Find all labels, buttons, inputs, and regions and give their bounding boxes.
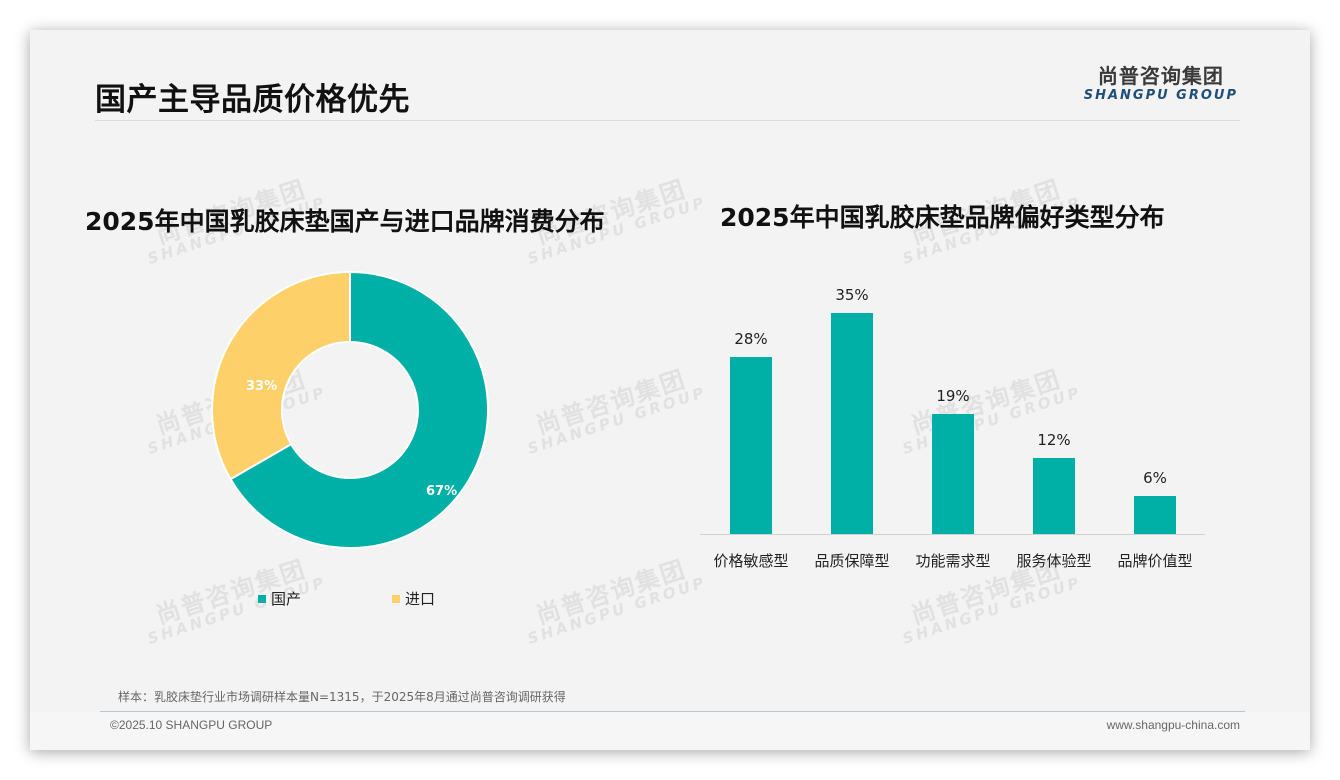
legend-label-import: 进口 xyxy=(405,590,436,608)
sample-note: 样本：乳胶床垫行业市场调研样本量N=1315，于2025年8月通过尚普咨询调研获… xyxy=(118,690,566,704)
bar-chart: 28% 价格敏感型 35% 品质保障型 19% 功能需求型 12% 服务体验型 … xyxy=(700,285,1210,585)
bar-value: 6% xyxy=(1143,469,1167,487)
bar-brand-value xyxy=(1134,496,1176,534)
x-axis-line xyxy=(700,534,1205,535)
donut-svg xyxy=(211,270,489,549)
donut-slice-import xyxy=(211,270,351,481)
footer-bar xyxy=(30,712,1310,750)
footer-divider xyxy=(100,711,1245,712)
slice-label-domestic: 67% xyxy=(426,484,458,499)
legend-item-domestic: 国产 xyxy=(258,588,301,609)
legend-label-domestic: 国产 xyxy=(271,590,302,608)
logo-en-text: SHANGPU GROUP xyxy=(1083,88,1238,103)
bar-value: 35% xyxy=(835,286,869,304)
copyright-text: ©2025.10 SHANGPU GROUP xyxy=(110,718,273,732)
slide: 尚普咨询集团 SHANGPU GROUP 尚普咨询集团 SHANGPU GROUP … xyxy=(30,30,1310,750)
donut-chart-title: 2025年中国乳胶床垫国产与进口品牌消费分布 xyxy=(85,207,605,236)
website-link[interactable]: www.shangpu-china.com xyxy=(1106,718,1240,732)
bar-service-experience xyxy=(1033,458,1075,534)
bar-price-sensitive xyxy=(730,357,772,534)
bar-category-label: 品质保障型 xyxy=(814,552,890,570)
page-title: 国产主导品质价格优先 xyxy=(95,82,410,118)
logo-cn-text: 尚普咨询集团 xyxy=(1097,64,1224,88)
bar-chart-title: 2025年中国乳胶床垫品牌偏好类型分布 xyxy=(720,203,1165,232)
bar-value: 12% xyxy=(1037,431,1071,449)
bar-category-label: 服务体验型 xyxy=(1016,552,1092,570)
bar-value: 28% xyxy=(734,330,768,348)
bar-quality-assurance xyxy=(831,313,873,534)
slice-label-import: 33% xyxy=(246,379,278,394)
legend-swatch-domestic xyxy=(258,594,266,603)
title-divider xyxy=(95,120,1240,121)
bar-functional-need xyxy=(932,414,974,534)
bar-category-label: 价格敏感型 xyxy=(713,552,789,570)
bar-category-label: 功能需求型 xyxy=(915,552,991,570)
legend-item-import: 进口 xyxy=(392,588,435,609)
donut-chart: 67% 33% xyxy=(210,270,490,550)
bar-value: 19% xyxy=(936,387,970,405)
bar-category-label: 品牌价值型 xyxy=(1117,552,1193,570)
legend-swatch-import xyxy=(392,594,400,603)
donut-slice-domestic xyxy=(229,270,489,549)
company-logo: 尚普咨询集团 SHANGPU GROUP xyxy=(1084,64,1238,104)
